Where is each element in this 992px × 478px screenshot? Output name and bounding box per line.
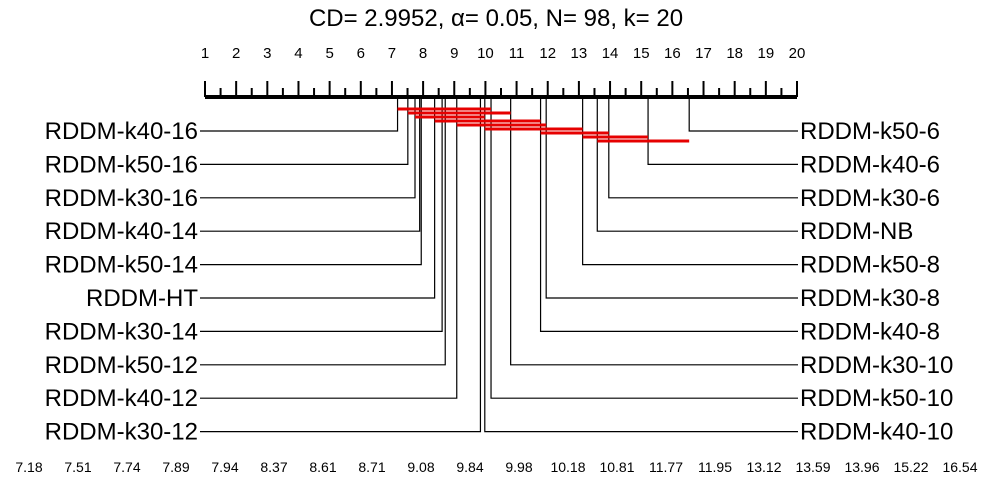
- left-method-label: RDDM-k30-14: [45, 318, 198, 345]
- axis-tick-label: 12: [539, 45, 556, 62]
- left-method-label: RDDM-k50-14: [45, 252, 198, 279]
- right-method-connector: [539, 97, 798, 332]
- right-method-label: RDDM-k30-10: [800, 352, 953, 379]
- right-method-connector: [510, 97, 798, 366]
- right-method-connector: [608, 97, 798, 199]
- rank-value-label: 9.98: [505, 459, 532, 475]
- axis-tick-label: 3: [263, 45, 271, 62]
- left-method-label: RDDM-k30-12: [45, 419, 198, 446]
- axis-tick-label: 11: [509, 45, 525, 62]
- left-method-connector: [200, 97, 436, 299]
- right-method-connector: [484, 97, 798, 433]
- rank-value-label: 7.94: [211, 459, 238, 475]
- right-method-label: RDDM-k40-8: [800, 318, 940, 345]
- rank-value-label: 7.89: [162, 459, 189, 475]
- axis-tick-label: 9: [450, 45, 458, 62]
- left-method-connector: [200, 97, 446, 366]
- left-method-connector: [200, 97, 443, 332]
- clique-bars: [397, 107, 690, 143]
- left-method-label: RDDM-k40-12: [45, 385, 198, 412]
- axis-tick-label: 13: [571, 45, 588, 62]
- rank-value-label: 11.77: [649, 459, 683, 475]
- right-method-label: RDDM-k50-10: [800, 385, 953, 412]
- left-method-connector: [200, 97, 421, 232]
- rank-value-label: 15.22: [893, 459, 928, 475]
- rank-value-label: 9.08: [407, 459, 434, 475]
- left-method-connector: [200, 97, 399, 132]
- rank-value-label: 13.96: [844, 459, 879, 475]
- rank-value-label: 8.71: [358, 459, 385, 475]
- axis-tick-label: 7: [388, 45, 396, 62]
- right-method-connector: [582, 97, 798, 266]
- right-method-label: RDDM-k40-6: [800, 151, 940, 178]
- axis-tick-label: 18: [726, 45, 743, 62]
- right-method-label: RDDM-k50-8: [800, 252, 940, 279]
- right-method-connector: [688, 97, 798, 132]
- right-method-label: RDDM-k30-6: [800, 185, 940, 212]
- left-method-label: RDDM-k50-12: [45, 352, 198, 379]
- right-method-label: RDDM-k30-8: [800, 285, 940, 312]
- left-method-connector: [200, 97, 416, 199]
- axis-tick-label: 16: [664, 45, 681, 62]
- axis-tick-label: 8: [419, 45, 427, 62]
- axis-tick-label: 10: [477, 45, 494, 62]
- left-method-label: RDDM-k40-16: [45, 118, 198, 145]
- rank-value-label: 13.12: [746, 459, 781, 475]
- rank-value-label: 8.61: [309, 459, 336, 475]
- axis-tick-label: 20: [789, 45, 806, 62]
- axis-tick-label: 1: [201, 45, 209, 62]
- right-method-label: RDDM-NB: [800, 218, 913, 245]
- left-method-label: RDDM-k40-14: [45, 218, 198, 245]
- axis-tick-label: 17: [695, 45, 712, 62]
- rank-value-label: 7.51: [64, 459, 91, 475]
- rank-value-label: 8.37: [260, 459, 287, 475]
- axis-tick-label: 4: [294, 45, 302, 62]
- rank-axis: 1 2 3 4 5 6 7 8 9 10 11 12 13 14 15 16 17 18 19 20: [201, 45, 806, 99]
- axis-tick-label: 2: [232, 45, 240, 62]
- left-method-label: RDDM-HT: [86, 285, 198, 312]
- right-method-connector: [545, 97, 798, 299]
- right-method-label: RDDM-k50-6: [800, 118, 940, 145]
- rank-value-label: 11.95: [698, 459, 732, 475]
- axis-tick-label: 6: [357, 45, 365, 62]
- rank-value-label: 16.54: [942, 459, 977, 475]
- left-method-connector: [200, 97, 482, 433]
- axis-tick-label: 15: [633, 45, 650, 62]
- rank-value-label: 7.18: [15, 459, 42, 475]
- left-methods: RDDM-k40-16 RDDM-k50-16 RDDM-k30-16 RDDM-k4…: [45, 97, 482, 446]
- left-method-connector: [200, 97, 422, 266]
- rank-value-label: 10.81: [599, 459, 634, 475]
- left-method-connector: [200, 97, 409, 165]
- right-method-label: RDDM-k40-10: [800, 419, 953, 446]
- diagram-title: CD= 2.9952, α= 0.05, N= 98, k= 20: [309, 5, 683, 32]
- rank-value-label: 7.74: [113, 459, 140, 475]
- axis-tick-label: 5: [325, 45, 333, 62]
- axis-tick-label: 14: [602, 45, 619, 62]
- left-method-label: RDDM-k30-16: [45, 185, 198, 212]
- left-method-connector: [200, 97, 458, 399]
- rank-value-label: 9.84: [456, 459, 483, 475]
- rank-values-row: 7.18 7.51 7.74 7.89 7.94 8.37 8.61 8.71 9.08 9.84…: [15, 459, 977, 475]
- left-method-label: RDDM-k50-16: [45, 151, 198, 178]
- right-method-connector: [490, 97, 798, 399]
- rank-value-label: 10.18: [550, 459, 585, 475]
- axis-tick-label: 19: [757, 45, 774, 62]
- rank-value-label: 13.59: [795, 459, 830, 475]
- right-methods: RDDM-k50-6 RDDM-k40-6 RDDM-k30-6 RDDM-NB RDD…: [484, 97, 953, 446]
- right-method-connector: [647, 97, 798, 165]
